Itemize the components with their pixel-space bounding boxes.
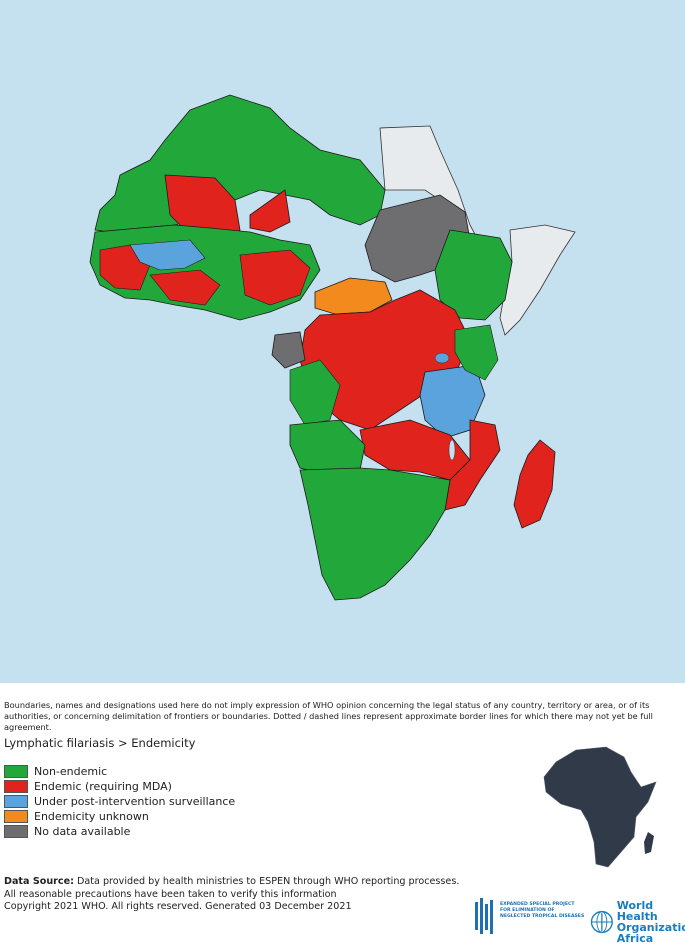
legend-swatch-red — [4, 780, 28, 793]
region-gabon-nodata — [271, 331, 306, 369]
region-southern-africa — [299, 467, 451, 601]
footer: Data Source: Data provided by health min… — [4, 876, 459, 914]
lake-victoria — [434, 352, 450, 364]
map-panel[interactable] — [0, 0, 685, 683]
legend-label: Non-endemic — [34, 765, 108, 778]
region-niger-endemic — [249, 189, 291, 233]
data-source-line: Data Source: Data provided by health min… — [4, 876, 459, 889]
who-wordmark: World Health Organization Africa — [617, 900, 685, 944]
region-west-surveillance — [129, 239, 206, 271]
data-source-label: Data Source: — [4, 876, 74, 887]
inset-madagascar — [644, 832, 654, 854]
legend-title: Lymphatic filariasis > Endemicity — [4, 736, 196, 750]
inset-africa-shape — [543, 746, 657, 868]
legend-swatch-grey — [4, 825, 28, 838]
who-line: World Health — [616, 899, 658, 923]
region-car-unknown — [314, 277, 393, 315]
inset-africa-locator-map — [543, 746, 657, 868]
region-horn-east — [499, 224, 576, 336]
region-congo-green — [289, 359, 341, 426]
region-ethiopia — [434, 229, 513, 321]
copyright-text: Copyright 2021 WHO. All rights reserved.… — [4, 901, 352, 912]
region-nigeria-endemic — [239, 249, 311, 306]
legend-label: Under post-intervention surveillance — [34, 795, 236, 808]
who-region: Africa — [616, 932, 654, 945]
legend-label: No data available — [34, 825, 131, 838]
region-madagascar — [513, 439, 556, 529]
region-west-endemic-b — [149, 269, 221, 306]
who-line: Organization — [616, 921, 685, 934]
legend: Non-endemic Endemic (requiring MDA) Unde… — [4, 764, 235, 839]
legend-swatch-orange — [4, 810, 28, 823]
espen-description: EXPANDED SPECIAL PROJECT FOR ELIMINATION… — [500, 902, 584, 920]
region-mozambique-endemic — [444, 419, 501, 511]
legend-swatch-green — [4, 765, 28, 778]
legend-label: Endemic (requiring MDA) — [34, 780, 172, 793]
legend-item-endemic: Endemic (requiring MDA) — [4, 779, 235, 794]
who-emblem-icon — [590, 910, 613, 934]
who-logo: World Health Organization Africa — [590, 900, 685, 944]
region-angola — [289, 419, 366, 476]
espen-line: FOR ELIMINATION OF — [500, 908, 555, 913]
precautions-text: All reasonable precautions have been tak… — [4, 888, 337, 900]
disclaimer-text: Boundaries, names and designations used … — [4, 700, 653, 732]
legend-item-surveillance: Under post-intervention surveillance — [4, 794, 235, 809]
espen-line: NEGLECTED TROPICAL DISEASES — [500, 914, 585, 919]
lake-malawi — [448, 439, 456, 461]
region-north-africa — [94, 94, 386, 233]
region-kenya — [454, 324, 499, 381]
espen-logo: EXPANDED SPECIAL PROJECT FOR ELIMINATION… — [474, 898, 584, 938]
espen-bars-icon — [475, 898, 493, 934]
legend-item-non-endemic: Non-endemic — [4, 764, 235, 779]
africa-endemicity-map[interactable] — [0, 0, 685, 683]
legend-item-unknown: Endemicity unknown — [4, 809, 235, 824]
espen-line: EXPANDED SPECIAL PROJECT — [500, 902, 575, 907]
legend-label: Endemicity unknown — [34, 810, 149, 823]
legend-swatch-blue — [4, 795, 28, 808]
data-source-text: Data provided by health ministries to ES… — [73, 876, 460, 887]
legend-item-no-data: No data available — [4, 824, 235, 839]
